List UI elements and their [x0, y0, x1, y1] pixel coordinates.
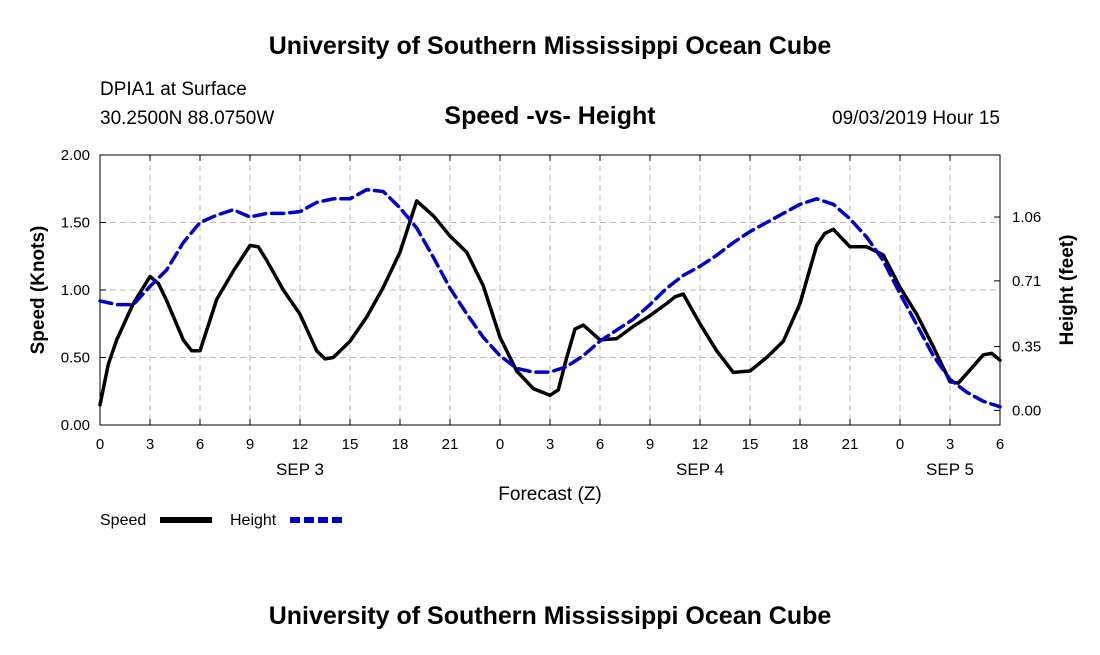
- x-tick-label: 15: [742, 436, 759, 453]
- y-tick-label-left: 1.00: [61, 282, 90, 299]
- x-tick-label: 21: [842, 436, 859, 453]
- y-tick-label-right: 0.71: [1012, 273, 1041, 290]
- x-axis-title: Forecast (Z): [498, 484, 601, 505]
- x-tick-label: 12: [692, 436, 709, 453]
- datetime-label: 09/03/2019 Hour 15: [832, 108, 1000, 129]
- legend: Speed Height: [100, 512, 342, 529]
- x-tick-label: 6: [596, 436, 604, 453]
- y-tick-label-left: 0.00: [61, 417, 90, 434]
- x-tick-label: 3: [146, 436, 154, 453]
- page-title-bottom: University of Southern Mississippi Ocean…: [269, 602, 832, 630]
- legend-speed-label: Speed: [100, 512, 146, 529]
- x-tick-label: 3: [946, 436, 954, 453]
- x-tick-label: 6: [196, 436, 204, 453]
- x-day-label: SEP 4: [676, 460, 724, 479]
- location-label: 30.2500N 88.0750W: [100, 108, 274, 129]
- legend-height-label: Height: [230, 512, 277, 529]
- x-tick-label: 0: [896, 436, 904, 453]
- x-tick-label: 18: [392, 436, 409, 453]
- x-tick-label: 21: [442, 436, 459, 453]
- y-axis-title-right: Height (feet): [1057, 235, 1078, 346]
- x-tick-label: 6: [996, 436, 1004, 453]
- x-tick-label: 3: [546, 436, 554, 453]
- x-tick-label: 0: [96, 436, 104, 453]
- station-label: DPIA1 at Surface: [100, 79, 247, 100]
- x-day-label: SEP 5: [926, 460, 974, 479]
- axes: 0 3 6 9 12 15 18 21 0 3 6 9 12 15 18 21 0 3 6 SEP 3 SEP 4 SEP…: [61, 147, 1041, 479]
- x-tick-label: 18: [792, 436, 809, 453]
- chart-title: Speed -vs- Height: [444, 102, 656, 130]
- x-tick-label: 0: [496, 436, 504, 453]
- y-axis-title-left: Speed (Knots): [28, 226, 49, 355]
- y-tick-label-left: 1.50: [61, 215, 90, 232]
- y-tick-label-left: 2.00: [61, 147, 90, 164]
- y-tick-label-left: 0.50: [61, 350, 90, 367]
- x-tick-label: 12: [292, 436, 309, 453]
- speed-series-line: [98, 199, 1002, 407]
- y-tick-label-right: 0.00: [1012, 402, 1041, 419]
- grid-lines: [100, 155, 1000, 425]
- x-tick-label: 9: [246, 436, 254, 453]
- x-tick-label: 15: [342, 436, 359, 453]
- series-lines: [98, 187, 1002, 409]
- x-day-label: SEP 3: [276, 460, 324, 479]
- page-title-top: University of Southern Mississippi Ocean…: [269, 32, 832, 60]
- y-tick-label-right: 0.35: [1012, 339, 1041, 356]
- x-tick-label: 9: [646, 436, 654, 453]
- y-tick-label-right: 1.06: [1012, 209, 1041, 226]
